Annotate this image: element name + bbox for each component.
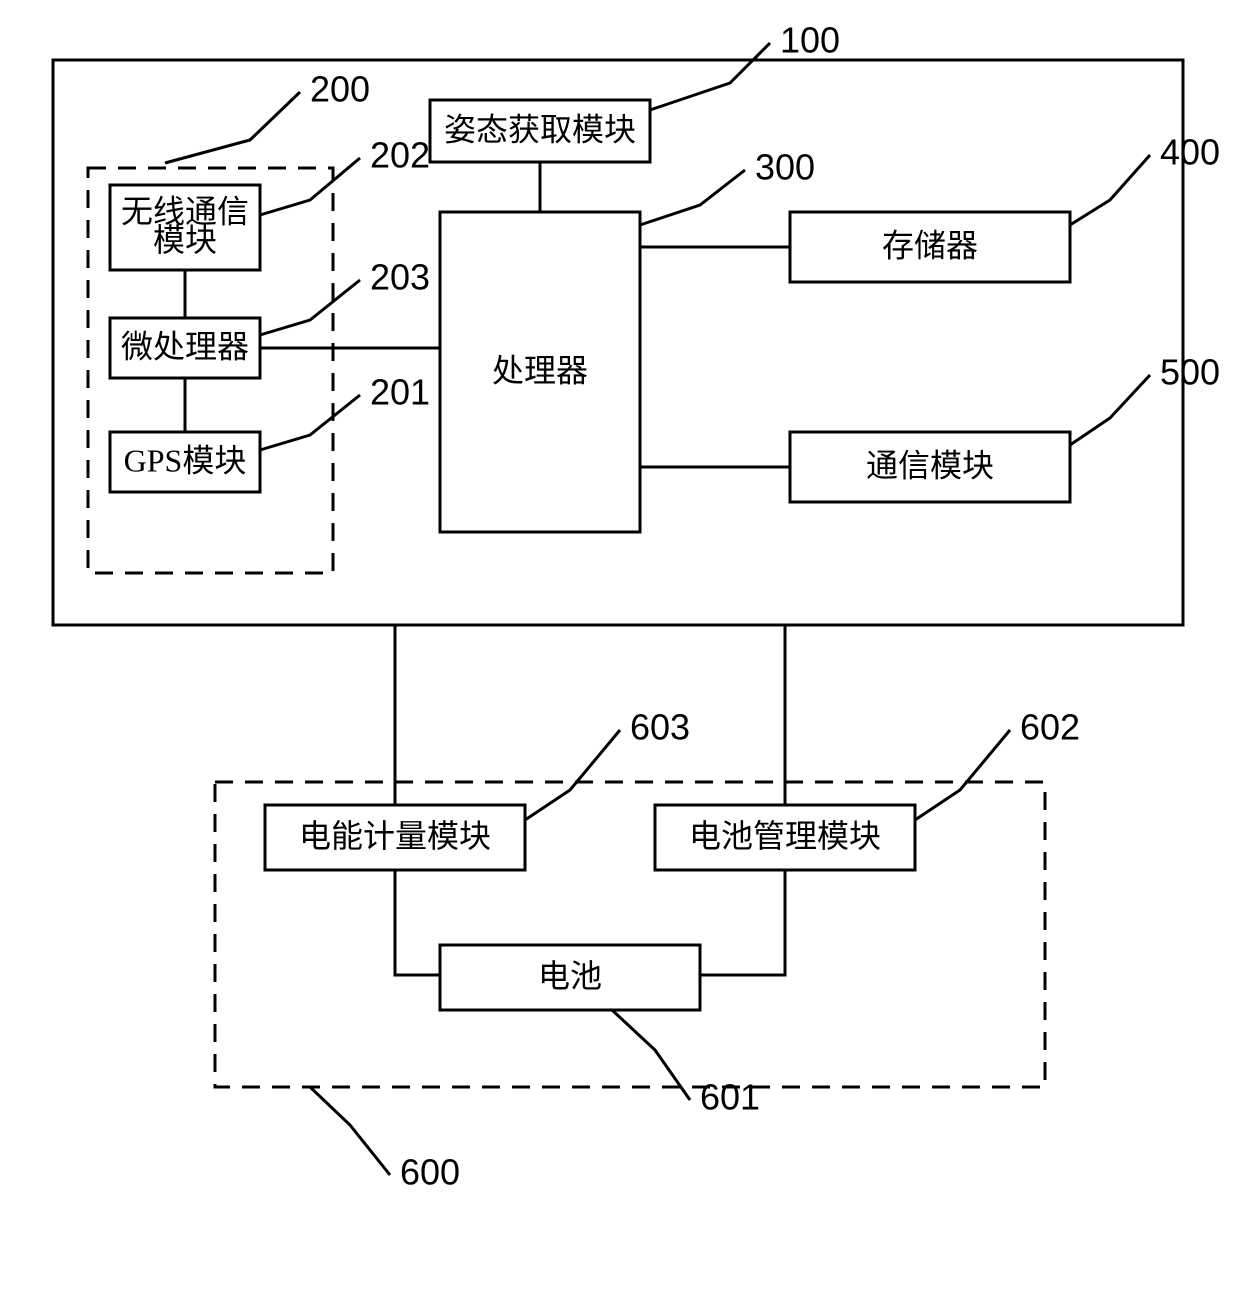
leader-500 <box>1070 375 1150 445</box>
callout-500: 500 <box>1160 352 1220 393</box>
connector-8 <box>395 870 440 975</box>
callout-201: 201 <box>370 372 430 413</box>
block-b602-label: 电池管理模块 <box>689 818 881 854</box>
callout-603: 603 <box>630 707 690 748</box>
leader-203 <box>260 280 360 335</box>
block-b400-label: 存储器 <box>882 227 978 263</box>
leader-600 <box>310 1087 390 1175</box>
leader-300 <box>640 170 745 225</box>
block-b601-label: 电池 <box>538 958 602 994</box>
callout-203: 203 <box>370 257 430 298</box>
callout-200: 200 <box>310 69 370 110</box>
block-b100-label: 姿态获取模块 <box>444 111 636 147</box>
callout-400: 400 <box>1160 132 1220 173</box>
leader-201 <box>260 395 360 450</box>
leader-400 <box>1070 155 1150 225</box>
block-b203-label: 微处理器 <box>121 328 249 364</box>
block-b500-label: 通信模块 <box>866 447 994 483</box>
callout-600: 600 <box>400 1152 460 1193</box>
block-b201-label: GPS模块 <box>124 442 247 478</box>
callout-602: 602 <box>1020 707 1080 748</box>
leader-603 <box>525 730 620 820</box>
diagram-canvas: 姿态获取模块无线通信模块微处理器GPS模块处理器存储器通信模块电能计量模块电池管… <box>0 0 1240 1314</box>
leader-100 <box>650 43 770 110</box>
block-b300-label: 处理器 <box>492 352 588 388</box>
callout-202: 202 <box>370 135 430 176</box>
callout-100: 100 <box>780 20 840 61</box>
callout-601: 601 <box>700 1077 760 1118</box>
block-b603-label: 电能计量模块 <box>299 818 491 854</box>
block-b202-label-1: 模块 <box>153 222 217 258</box>
leader-200 <box>165 92 300 163</box>
connector-9 <box>700 870 785 975</box>
leader-602 <box>915 730 1010 820</box>
callout-300: 300 <box>755 147 815 188</box>
